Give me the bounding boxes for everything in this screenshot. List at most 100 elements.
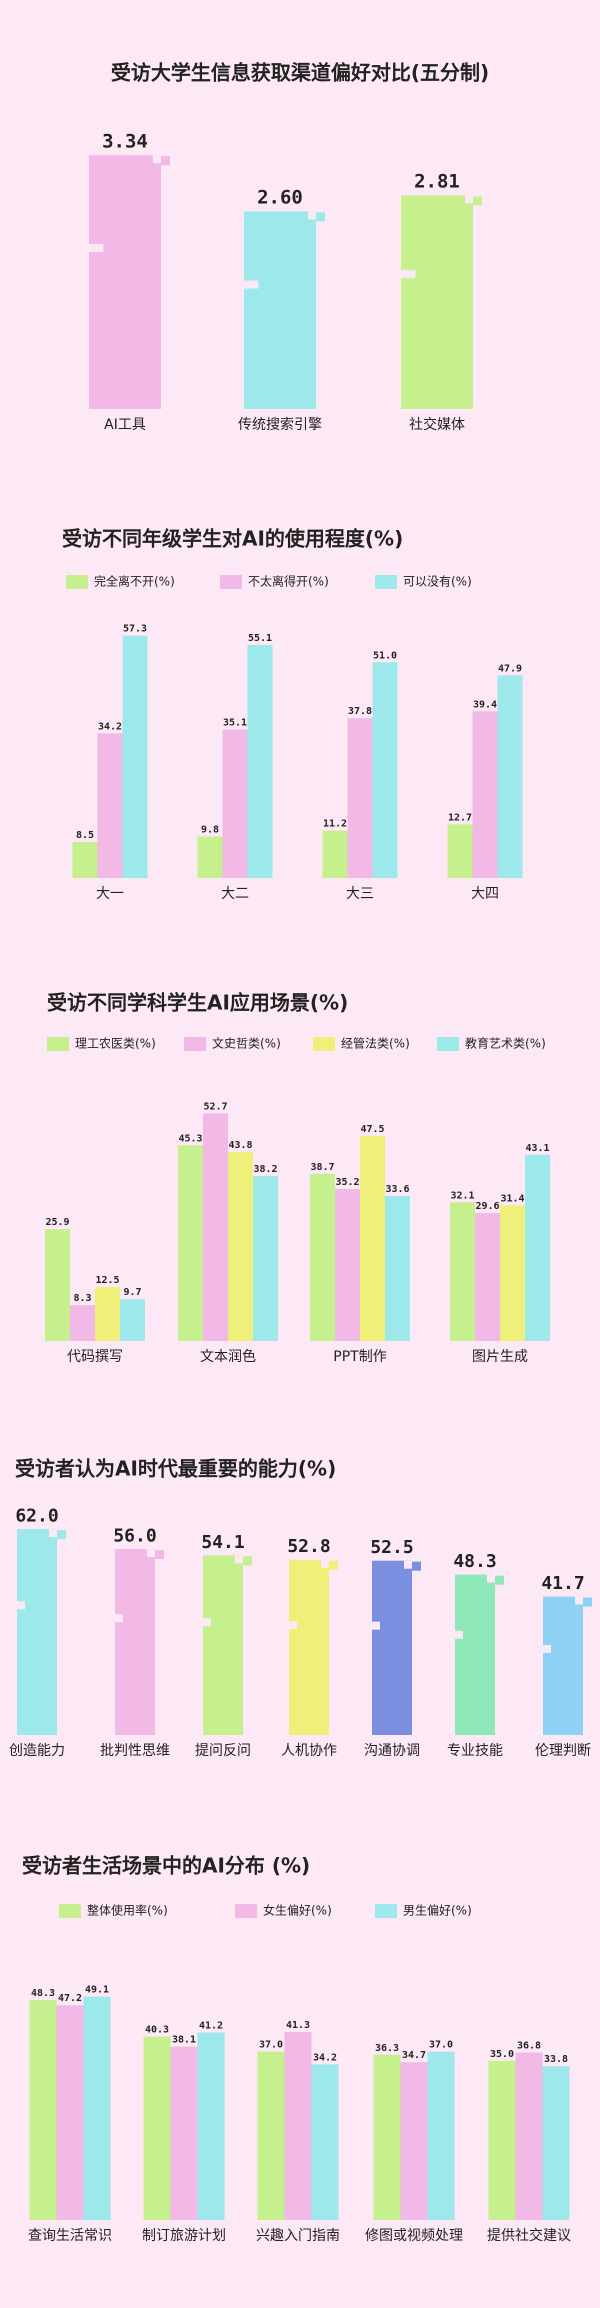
bar: [472, 711, 498, 878]
decoration: [89, 244, 104, 253]
legend-swatch: [437, 1037, 459, 1051]
decoration: [153, 155, 161, 164]
legend-label: 完全离不开(%): [94, 574, 175, 589]
value-label: 34.2: [313, 2052, 337, 2063]
decoration: [115, 1614, 123, 1623]
value-label: 35.2: [335, 1177, 359, 1188]
decoration: [244, 280, 259, 289]
category-label: 沟通协调: [364, 1743, 420, 1759]
legend-swatch: [184, 1037, 206, 1051]
bar: [56, 2005, 84, 2220]
bar: [497, 675, 523, 878]
value-label: 34.7: [402, 2050, 426, 2061]
bar: [120, 1299, 145, 1341]
legend-label: 男生偏好(%): [403, 1903, 472, 1918]
legend-swatch: [220, 575, 242, 589]
category-label: 制订旅游计划: [142, 2228, 226, 2244]
value-label: 33.6: [385, 1184, 409, 1195]
value-label: 48.3: [453, 1551, 496, 1572]
legend-swatch: [47, 1037, 69, 1051]
bar: [335, 1188, 360, 1341]
category-label: AI工具: [104, 417, 146, 433]
bar: [72, 842, 98, 878]
bar: [95, 1287, 120, 1341]
decoration: [155, 1550, 164, 1560]
value-label: 47.5: [360, 1124, 384, 1135]
bar: [70, 1305, 95, 1341]
category-label: 提供社交建议: [487, 2227, 571, 2244]
category-label: 代码撰写: [67, 1349, 123, 1365]
bar: [360, 1135, 385, 1341]
bar: [222, 729, 248, 878]
chart-title: 受访者生活场景中的AI分布 (%): [22, 1854, 310, 1878]
decoration: [17, 1601, 25, 1610]
legend-swatch: [66, 575, 88, 589]
value-label: 25.9: [45, 1217, 69, 1228]
value-label: 55.1: [248, 633, 272, 644]
value-label: 51.0: [373, 650, 397, 661]
value-label: 48.3: [31, 1988, 55, 1999]
bar: [284, 2032, 312, 2220]
value-label: 11.2: [323, 819, 347, 830]
bar: [253, 1175, 278, 1341]
legend-swatch: [59, 1904, 81, 1918]
value-label: 56.0: [113, 1525, 156, 1546]
value-label: 2.81: [414, 171, 460, 193]
value-label: 37.0: [259, 2040, 283, 2051]
category-label: 大二: [221, 886, 249, 902]
legend-label: 不太离得开(%): [248, 574, 329, 589]
value-label: 36.3: [375, 2043, 399, 2054]
bar: [475, 1213, 500, 1341]
category-label: 社交媒体: [409, 416, 465, 433]
category-label: 提问反问: [195, 1743, 251, 1759]
legend-label: 理工农医类(%): [75, 1037, 156, 1051]
decoration: [308, 211, 316, 220]
value-label: 38.7: [310, 1162, 334, 1173]
bar: [197, 2032, 225, 2220]
bar: [289, 1559, 329, 1735]
value-label: 37.8: [348, 706, 372, 717]
value-label: 34.2: [98, 721, 122, 732]
bar: [525, 1154, 550, 1341]
value-label: 39.4: [473, 699, 497, 710]
legend-label: 文史哲类(%): [212, 1036, 281, 1051]
category-label: 查询生活常识: [28, 2228, 112, 2244]
bar: [143, 2036, 171, 2220]
value-label: 62.0: [15, 1506, 58, 1527]
value-label: 40.3: [145, 2025, 169, 2036]
bar: [197, 836, 223, 878]
value-label: 9.7: [123, 1287, 141, 1298]
bar: [373, 2054, 401, 2220]
value-label: 32.1: [450, 1190, 474, 1201]
decoration: [243, 1556, 252, 1566]
chart-title: 受访不同年级学生对AI的使用程度(%): [62, 527, 403, 551]
value-label: 35.1: [223, 718, 247, 729]
bar: [542, 2066, 570, 2220]
bar: [247, 644, 273, 878]
bar: [97, 733, 123, 878]
value-label: 37.0: [429, 2040, 453, 2051]
bar: [29, 2000, 57, 2220]
bar: [311, 2064, 339, 2220]
bar: [89, 155, 161, 409]
bar: [122, 635, 148, 878]
bar: [45, 1229, 70, 1341]
decoration: [147, 1549, 155, 1558]
decoration: [329, 1560, 338, 1570]
category-label: 大一: [96, 886, 124, 902]
bar: [115, 1549, 155, 1735]
category-label: 大三: [346, 886, 374, 902]
value-label: 9.8: [201, 825, 219, 836]
value-label: 54.1: [201, 1532, 244, 1553]
value-label: 33.8: [544, 2054, 568, 2065]
value-label: 49.1: [85, 1985, 109, 1996]
bar: [450, 1202, 475, 1341]
bar: [310, 1173, 335, 1341]
bar: [372, 662, 398, 878]
category-label: 创造能力: [9, 1743, 65, 1759]
legend-swatch: [235, 1904, 257, 1918]
decoration: [495, 1575, 504, 1585]
bar: [385, 1195, 410, 1341]
legend-swatch: [313, 1037, 335, 1051]
